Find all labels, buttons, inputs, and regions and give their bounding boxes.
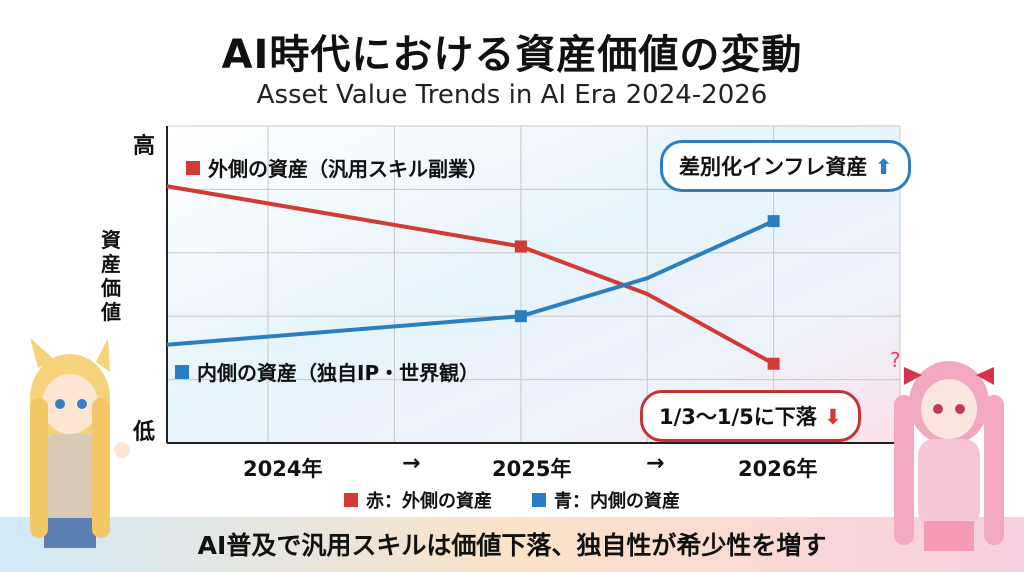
data-point-outer xyxy=(514,240,527,253)
data-point-inner xyxy=(514,310,527,323)
fox-girl-character xyxy=(30,338,130,548)
callout-inner: 差別化インフレ資産 ⬆ xyxy=(660,140,912,192)
callout-outer: 1/3〜1/5に下落 ⬇ xyxy=(640,390,861,442)
legend-item-inner: 青：内側の資産 xyxy=(532,487,680,513)
legend-red-square-icon xyxy=(344,493,358,507)
y-axis-label-char: 値 xyxy=(101,300,121,324)
x-tick-2024: 2024年 xyxy=(243,457,323,481)
series-line-inner xyxy=(166,219,775,347)
legend-item-outer: 赤：外側の資産 xyxy=(344,487,492,513)
legend-inner-text: 青：内側の資産 xyxy=(554,491,680,512)
bottom-banner xyxy=(0,517,1024,572)
question-mark-icon: ? xyxy=(890,348,901,372)
data-point-inner xyxy=(767,215,780,228)
pink-hair-girl-character: ? xyxy=(890,348,1004,551)
inner-square-icon xyxy=(175,364,189,379)
y-axis-label: 資産価値 xyxy=(96,228,126,324)
y-axis-label-char: 資 xyxy=(101,228,121,252)
down-arrow-icon: ⬇ xyxy=(824,405,842,429)
chart-title: AI時代における資産価値の変動 xyxy=(221,32,803,78)
legend-blue-square-icon xyxy=(532,493,546,507)
legend-outer-text: 赤：外側の資産 xyxy=(366,491,492,512)
outer-square-icon xyxy=(186,160,200,175)
y-axis-label-char: 産 xyxy=(101,252,121,276)
x-arrow-2: → xyxy=(646,451,665,476)
y-tick-low: 低 xyxy=(133,420,156,445)
callout-outer-text: 1/3〜1/5に下落 xyxy=(659,405,817,429)
series-label-outer: 外側の資産（汎用スキル副業） xyxy=(186,153,488,182)
data-point-outer xyxy=(767,357,780,370)
series-label-outer-text: 外側の資産（汎用スキル副業） xyxy=(208,157,488,181)
x-tick-2026: 2026年 xyxy=(738,457,818,481)
banner-text: AI普及で汎用スキルは価値下落、独自性が希少性を増す xyxy=(197,531,827,560)
series-label-inner-text: 内側の資産（独自IP・世界観） xyxy=(197,361,480,385)
up-arrow-icon: ⬆ xyxy=(874,155,893,179)
x-tick-2025: 2025年 xyxy=(492,457,572,481)
legend: 赤：外側の資産 青：内側の資産 xyxy=(0,487,1024,513)
y-axis-label-char: 価 xyxy=(101,276,121,300)
series-label-inner: 内側の資産（独自IP・世界観） xyxy=(175,357,479,386)
y-tick-high: 高 xyxy=(133,134,156,159)
callout-inner-text: 差別化インフレ資産 xyxy=(679,155,868,179)
x-arrow-1: → xyxy=(402,451,421,476)
chart-subtitle: Asset Value Trends in AI Era 2024-2026 xyxy=(256,80,768,110)
series-line-outer xyxy=(166,184,775,366)
